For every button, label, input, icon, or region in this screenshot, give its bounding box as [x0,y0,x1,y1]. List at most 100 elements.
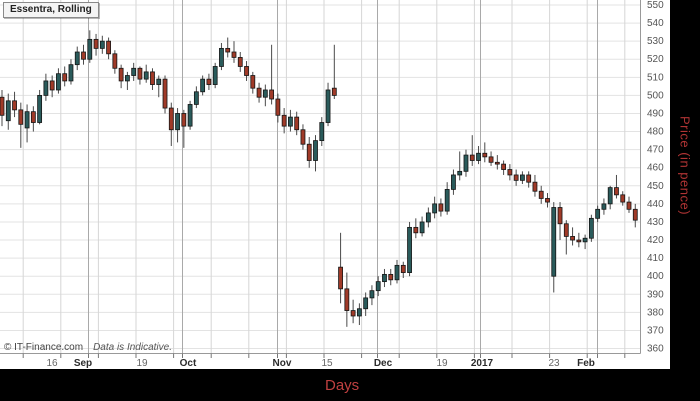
candle-up [407,221,412,277]
candle-body [12,100,17,111]
candle-body [87,38,93,60]
candle-body [187,104,193,127]
candle-body [288,116,293,127]
candle-body [620,194,626,203]
candle-up [24,104,30,143]
candle-body [494,161,500,165]
candle-body [432,203,438,214]
candle-down [30,106,36,132]
candle-down [12,91,17,118]
candle-down [563,220,569,255]
candle-body [250,75,256,89]
candle-up [444,182,450,215]
candle-up [193,86,199,109]
y-tick-label: 420 [647,235,664,246]
candle-body [193,91,199,105]
candle-down [300,124,306,150]
candle-body [137,67,143,80]
candle-body [382,273,387,283]
candle-up [219,42,224,71]
candle-down [244,61,249,81]
candle-up [56,68,61,94]
series-label: Essentra, Rolling [10,4,92,15]
candle-body [476,152,481,161]
x-axis-title: Days [325,376,360,394]
y-tick-label: 510 [647,72,664,83]
candle-down [206,73,212,90]
candle-down [137,66,143,85]
candle-up [131,62,137,81]
candle-body [43,80,49,96]
candle-body [576,239,582,243]
candle-body [24,111,30,129]
copyright-note: © IT-Finance.com Data is Indicative. [4,342,172,353]
candle-body [375,281,381,292]
candle-body [206,78,212,85]
candle-body [168,107,174,131]
candle-down [532,174,538,197]
candle-body [488,156,494,163]
candle-body [143,71,149,80]
candle-body [407,226,412,273]
candle-up [451,169,456,195]
candle-up [382,268,387,288]
candle-up [476,146,481,165]
candle-body [520,174,525,181]
y-tick-label: 550 [647,0,664,11]
candle-down [507,164,513,181]
candle-down [557,202,563,241]
candle-down [545,193,550,208]
candle-body [513,174,519,181]
candle-down [275,93,281,123]
candle-up [520,171,525,184]
copyright-text: © IT-Finance.com [4,342,84,353]
candle-body [112,53,118,69]
candle-down [526,171,532,188]
candle-up [463,149,469,177]
candle-up [394,259,400,284]
candle-up [187,100,193,130]
candle-body [532,181,538,192]
y-tick-label: 370 [647,325,664,336]
candle-body [175,113,180,131]
candle-down [81,44,86,65]
y-tick-label: 460 [647,163,664,174]
x-tick-label: 15 [321,358,333,369]
y-tick-label: 480 [647,127,664,138]
candle-up [200,75,206,96]
candle-up [425,207,431,228]
candle-up [262,84,268,107]
x-tick-label: 19 [136,358,148,369]
candle-down [118,64,124,89]
candle-up [551,202,557,293]
candle-down [331,44,337,100]
v-gridlines [22,0,626,354]
candle-body [394,264,400,281]
candle-body [125,75,130,82]
x-tick-labels: 16 Sep 19 Oct Nov 15 Dec 19 2017 23 Feb [46,358,594,369]
candle-body [325,89,331,123]
candle-body [331,87,337,96]
y-tick-label: 540 [647,18,664,29]
candle-body [319,122,325,141]
candle-body [18,109,24,125]
x-tick-label: Oct [180,358,197,369]
candle-up [588,214,594,242]
candle-up [156,75,162,98]
y-tick-label: 520 [647,54,664,65]
candle-body [400,264,406,273]
candle-body [356,308,362,317]
candle-body [626,201,632,210]
y-tick-label: 470 [647,145,664,156]
candle-body [607,187,613,205]
candle-down [538,185,544,204]
candle-body [350,310,356,317]
candle-up [87,30,93,63]
candle-down [150,68,155,90]
candle-body [588,217,594,239]
candle-down [626,196,632,213]
candle-down [256,82,262,103]
candle-body [438,203,444,212]
x-tick-label: 2017 [471,358,494,369]
x-axis-title-strip: Days [0,369,700,401]
